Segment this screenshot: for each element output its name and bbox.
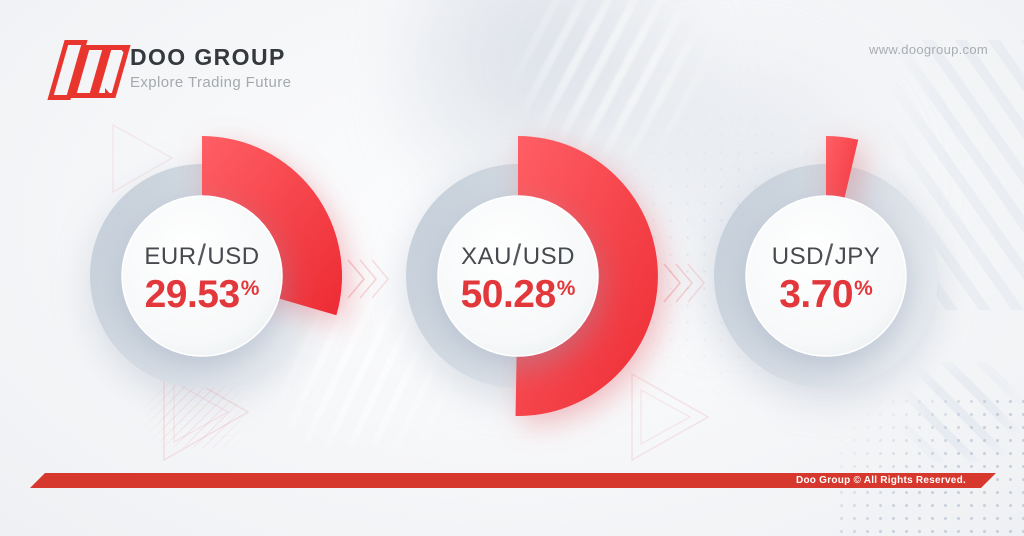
donut-chart-usd-jpy: USD/JPY 3.70% [666, 116, 986, 436]
donut-inner-circle [745, 195, 907, 357]
brand-text: DOO GROUP Explore Trading Future [130, 38, 292, 91]
brand-logo: DOO GROUP Explore Trading Future [47, 38, 292, 100]
donut-inner-circle [437, 195, 599, 357]
brand-name: DOO GROUP [130, 44, 286, 70]
pair-label: EUR/USD [144, 239, 260, 272]
donut-svg [714, 136, 938, 388]
percent-value: 29.53% [145, 275, 260, 314]
percent-number: 29.53 [144, 273, 241, 316]
copyright-text: Doo Group © All Rights Reserved. [795, 475, 966, 486]
percent-number: 3.70 [779, 273, 854, 316]
percent-value: 3.70% [779, 275, 873, 314]
donut-svg [406, 136, 658, 416]
donut-inner-circle [121, 195, 283, 357]
website-url: www.doogroup.com [869, 42, 988, 57]
donut-svg [90, 136, 343, 388]
donut-chart-eur-usd: EUR/USD 29.53% [42, 116, 362, 436]
percent-sign: % [854, 277, 873, 300]
doo-logo-icon [47, 38, 131, 100]
logo-arrow-icon [105, 88, 112, 96]
percent-number: 50.28 [460, 273, 557, 316]
pair-label: USD/JPY [771, 239, 881, 272]
donut-chart-xau-usd: XAU/USD 50.28% [358, 116, 678, 436]
percent-sign: % [556, 277, 576, 300]
percent-sign: % [240, 277, 260, 300]
brand-tagline: Explore Trading Future [130, 74, 292, 91]
percent-value: 50.28% [461, 275, 576, 314]
logo-arrow-icon [117, 45, 125, 54]
pair-label: XAU/USD [461, 239, 575, 272]
donut-center-text: EUR/USD 29.53% [42, 116, 362, 436]
donut-center-text: USD/JPY 3.70% [666, 116, 986, 436]
donut-center-text: XAU/USD 50.28% [358, 116, 678, 436]
footer-bar: Doo Group © All Rights Reserved. [30, 473, 996, 488]
